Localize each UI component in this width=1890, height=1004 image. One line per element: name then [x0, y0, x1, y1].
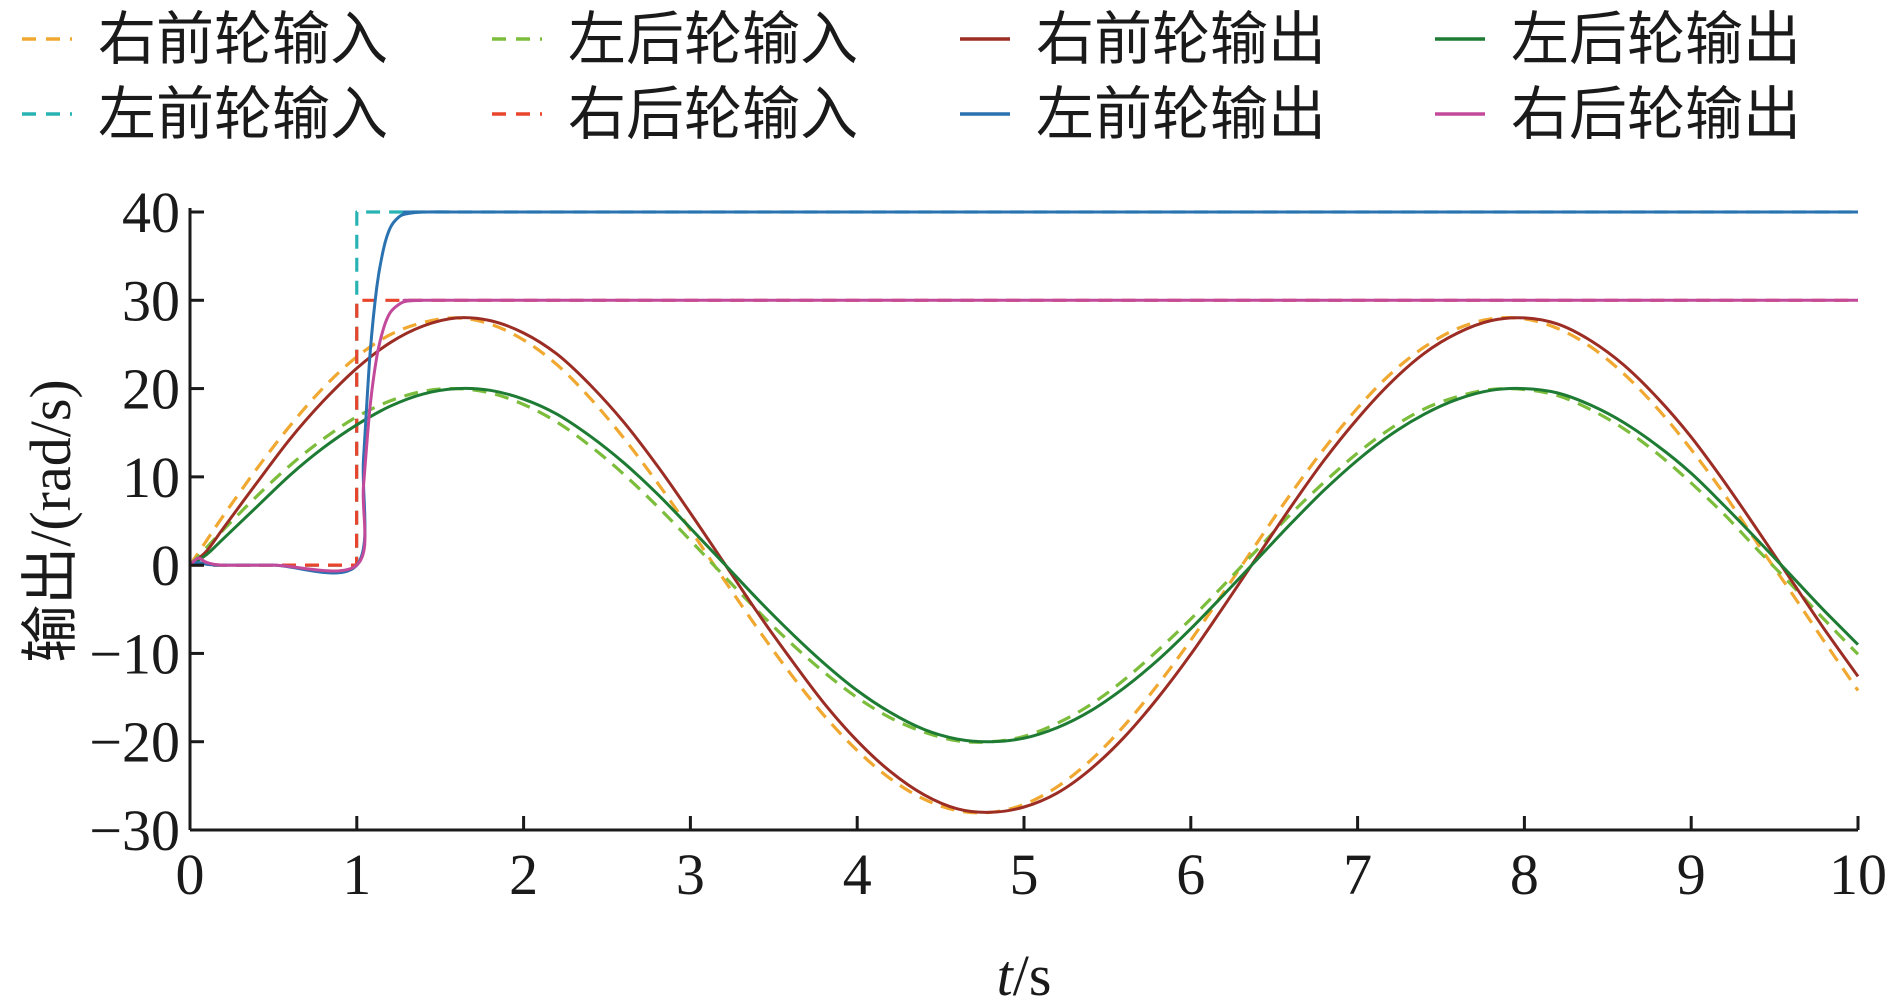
legend-label: 左后轮输入	[568, 7, 858, 72]
x-tick-label: 10	[1829, 842, 1887, 907]
axes: 0 1 2 3 4 5 6 7 8 9 10 −30 −20 −10 0 10 20 30 40 t/s 输出/(rad…	[18, 180, 1887, 1004]
plot-area	[188, 210, 1860, 815]
legend-item: 右后轮输入	[492, 82, 858, 147]
y-tick-label: 0	[151, 533, 180, 598]
legend-label: 左前轮输出	[1036, 82, 1326, 147]
legend-item: 右后轮输出	[1435, 82, 1801, 147]
legend-label: 右后轮输出	[1511, 82, 1801, 147]
legend-item: 右前轮输入	[22, 7, 388, 72]
x-tick-label: 8	[1510, 842, 1539, 907]
legend-label: 右前轮输入	[98, 7, 388, 72]
x-tick-label: 1	[342, 842, 371, 907]
y-tick-label: 10	[122, 445, 180, 510]
legend-label: 右前轮输出	[1036, 7, 1326, 72]
y-tick-label: 20	[122, 357, 180, 422]
x-tick-label: 4	[843, 842, 872, 907]
series-line-1	[188, 316, 1860, 815]
series-line-7	[189, 210, 1858, 575]
y-tick-label: 30	[122, 268, 180, 333]
series-line-4	[189, 386, 1860, 744]
series-line-8	[188, 298, 1858, 573]
series-line-3	[189, 316, 1860, 814]
x-axis-label: t/s	[997, 943, 1052, 1004]
legend-label: 左前轮输入	[98, 82, 388, 147]
x-tick-label: 7	[1343, 842, 1372, 907]
series-line-2	[188, 386, 1860, 744]
y-tick-label: −20	[89, 710, 180, 775]
y-axis-label: 输出/(rad/s)	[18, 379, 83, 663]
y-tick-label: −10	[89, 621, 180, 686]
legend-item: 左前轮输出	[960, 82, 1326, 147]
y-tick-label: −30	[89, 798, 180, 863]
x-tick-label: 3	[676, 842, 705, 907]
x-tick-label: 0	[176, 842, 205, 907]
series-line-6	[190, 298, 1858, 567]
legend-label: 左后轮输出	[1511, 7, 1801, 72]
legend-item: 右前轮输出	[960, 7, 1326, 72]
legend-item: 左前轮输入	[22, 82, 388, 147]
x-tick-label: 5	[1010, 842, 1039, 907]
legend-item: 左后轮输出	[1435, 7, 1801, 72]
legend-item: 左后轮输入	[492, 7, 858, 72]
y-tick-label: 40	[122, 180, 180, 245]
legend-label: 右后轮输入	[568, 82, 858, 147]
x-tick-label: 9	[1677, 842, 1706, 907]
x-tick-label: 6	[1176, 842, 1205, 907]
x-tick-label: 2	[509, 842, 538, 907]
